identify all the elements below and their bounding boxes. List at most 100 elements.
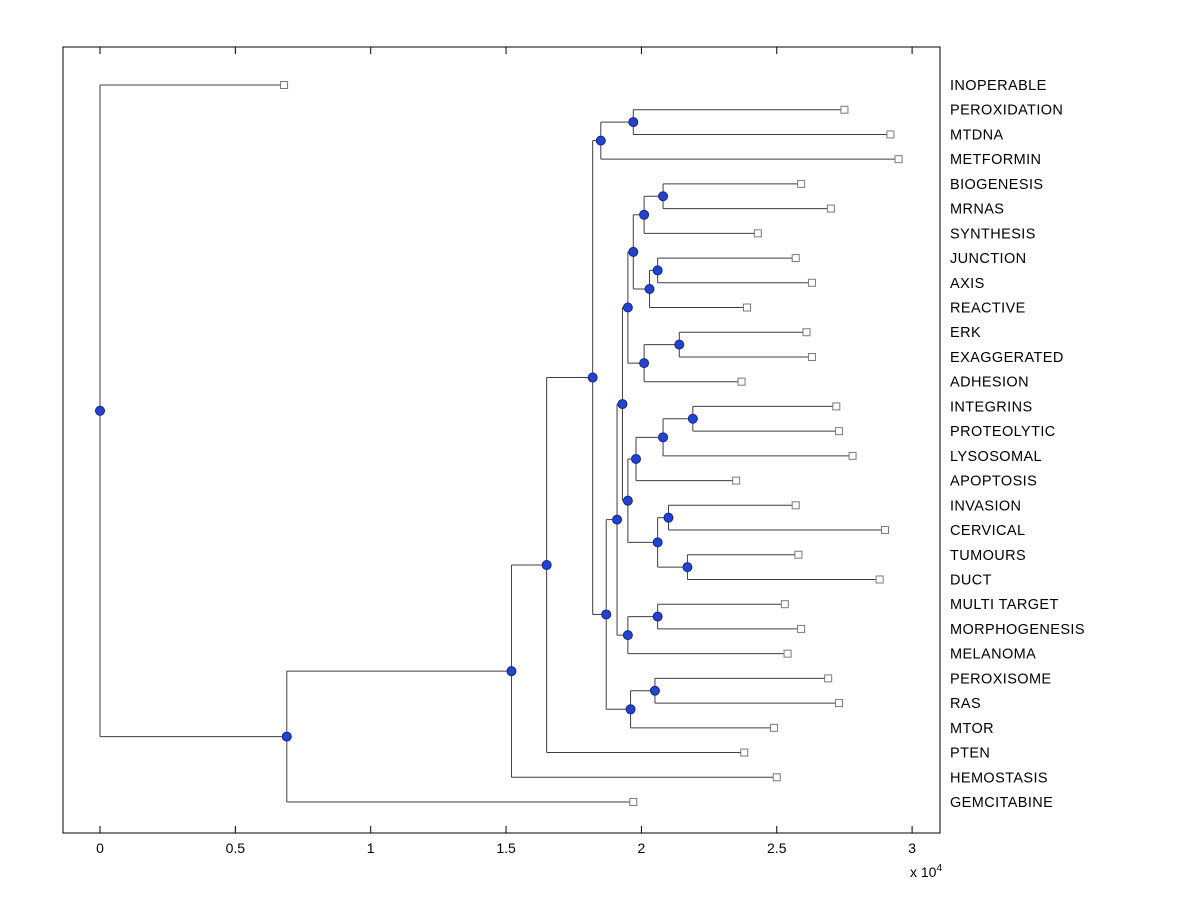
branch-node-marker bbox=[628, 117, 639, 128]
branch-node-marker bbox=[652, 265, 663, 276]
leaf-label: HEMOSTASIS bbox=[950, 770, 1048, 786]
leaf-label: AXIS bbox=[950, 276, 985, 292]
branch-node-marker bbox=[658, 432, 669, 443]
leaf-label: JUNCTION bbox=[950, 251, 1027, 267]
x-axis-tick-label: 1 bbox=[367, 840, 375, 856]
branch-node-marker bbox=[595, 135, 606, 146]
leaf-label: INVASION bbox=[950, 498, 1021, 514]
branch-node-marker bbox=[630, 453, 641, 464]
leaf-marker bbox=[807, 278, 816, 287]
branch-node-marker bbox=[639, 209, 650, 220]
leaf-marker bbox=[835, 427, 844, 436]
leaf-marker bbox=[791, 501, 800, 510]
branch-node-marker bbox=[639, 358, 650, 369]
leaf-marker bbox=[783, 649, 792, 658]
leaf-marker bbox=[840, 105, 849, 114]
branch-node-marker bbox=[649, 685, 660, 696]
leaf-label: APOPTOSIS bbox=[950, 474, 1037, 490]
leaf-marker bbox=[742, 303, 751, 312]
leaf-label: REACTIVE bbox=[950, 301, 1026, 317]
leaf-marker bbox=[824, 674, 833, 683]
x-axis-tick-label: 3 bbox=[908, 840, 916, 856]
branch-node-marker bbox=[95, 405, 105, 416]
branch-node-marker bbox=[682, 562, 693, 573]
branch-node-marker bbox=[601, 609, 612, 620]
leaf-label: LYSOSOMAL bbox=[950, 449, 1042, 465]
leaf-label: MTOR bbox=[950, 721, 994, 737]
leaf-marker bbox=[875, 575, 884, 584]
leaf-label: PTEN bbox=[950, 746, 990, 762]
branch-node-marker bbox=[281, 731, 292, 742]
branch-node-marker bbox=[541, 560, 552, 571]
branch-node-marker bbox=[674, 339, 685, 350]
leaf-marker bbox=[740, 748, 749, 757]
axis-multiplier-label: x 104 bbox=[910, 863, 942, 880]
branch-node-marker bbox=[617, 399, 628, 410]
leaf-label: RAS bbox=[950, 696, 981, 712]
leaf-label: METFORMIN bbox=[950, 152, 1041, 168]
leaf-marker bbox=[832, 402, 841, 411]
branch-node-marker bbox=[622, 630, 633, 641]
leaf-label: MELANOMA bbox=[950, 647, 1036, 663]
leaf-marker bbox=[802, 328, 811, 337]
leaf-marker bbox=[772, 773, 781, 782]
plot-box bbox=[62, 46, 941, 834]
leaf-marker bbox=[881, 526, 890, 535]
leaf-marker bbox=[780, 600, 789, 609]
leaf-label: MORPHOGENESIS bbox=[950, 622, 1085, 638]
branch-node-marker bbox=[625, 704, 636, 715]
leaf-marker bbox=[826, 204, 835, 213]
x-axis-tick-label: 2.5 bbox=[767, 840, 787, 856]
leaf-label: INOPERABLE bbox=[950, 78, 1047, 94]
leaf-label: ADHESION bbox=[950, 375, 1029, 391]
x-axis-tick-label: 0.5 bbox=[226, 840, 246, 856]
leaf-label: PEROXIDATION bbox=[950, 103, 1063, 119]
leaf-label: BIOGENESIS bbox=[950, 177, 1043, 193]
leaf-marker bbox=[770, 723, 779, 732]
branch-node-marker bbox=[622, 495, 633, 506]
leaf-label: CERVICAL bbox=[950, 523, 1025, 539]
leaf-marker bbox=[629, 797, 638, 806]
branch-node-marker bbox=[652, 611, 663, 622]
leaf-marker bbox=[797, 179, 806, 188]
leaf-marker bbox=[797, 624, 806, 633]
branch-node-marker bbox=[687, 413, 698, 424]
leaf-label: EXAGGERATED bbox=[950, 350, 1064, 366]
branch-node-marker bbox=[612, 514, 623, 525]
leaf-label: INTEGRINS bbox=[950, 399, 1033, 415]
x-axis-tick-label: 1.5 bbox=[496, 840, 516, 856]
leaf-marker bbox=[753, 229, 762, 238]
x-axis-tick-label: 0 bbox=[96, 840, 104, 856]
leaf-marker bbox=[737, 377, 746, 386]
leaf-label: PEROXISOME bbox=[950, 671, 1052, 687]
leaf-marker bbox=[791, 254, 800, 263]
leaf-label: MULTI TARGET bbox=[950, 597, 1059, 613]
leaf-marker bbox=[280, 81, 289, 89]
leaf-label: SYNTHESIS bbox=[950, 226, 1036, 242]
branch-node-marker bbox=[663, 512, 674, 523]
leaf-marker bbox=[848, 451, 857, 460]
leaf-marker bbox=[732, 476, 741, 485]
leaf-label: DUCT bbox=[950, 572, 992, 588]
branch-node-marker bbox=[506, 666, 517, 677]
leaf-marker bbox=[807, 352, 816, 361]
leaf-label: MTDNA bbox=[950, 127, 1004, 143]
x-axis-tick-label: 2 bbox=[638, 840, 646, 856]
leaf-label: MRNAS bbox=[950, 202, 1004, 218]
leaf-label: PROTEOLYTIC bbox=[950, 424, 1056, 440]
branch-node-marker bbox=[652, 537, 663, 548]
branch-node-marker bbox=[644, 283, 655, 294]
leaf-marker bbox=[886, 130, 895, 139]
leaf-marker bbox=[894, 155, 903, 164]
branch-node-marker bbox=[658, 191, 669, 202]
branch-node-marker bbox=[587, 372, 598, 383]
branch-node-marker bbox=[628, 246, 639, 257]
leaf-marker bbox=[835, 699, 844, 708]
leaf-label: TUMOURS bbox=[950, 548, 1026, 564]
leaf-marker bbox=[794, 550, 803, 559]
leaf-label: ERK bbox=[950, 325, 981, 341]
leaf-label: GEMCITABINE bbox=[950, 795, 1053, 811]
